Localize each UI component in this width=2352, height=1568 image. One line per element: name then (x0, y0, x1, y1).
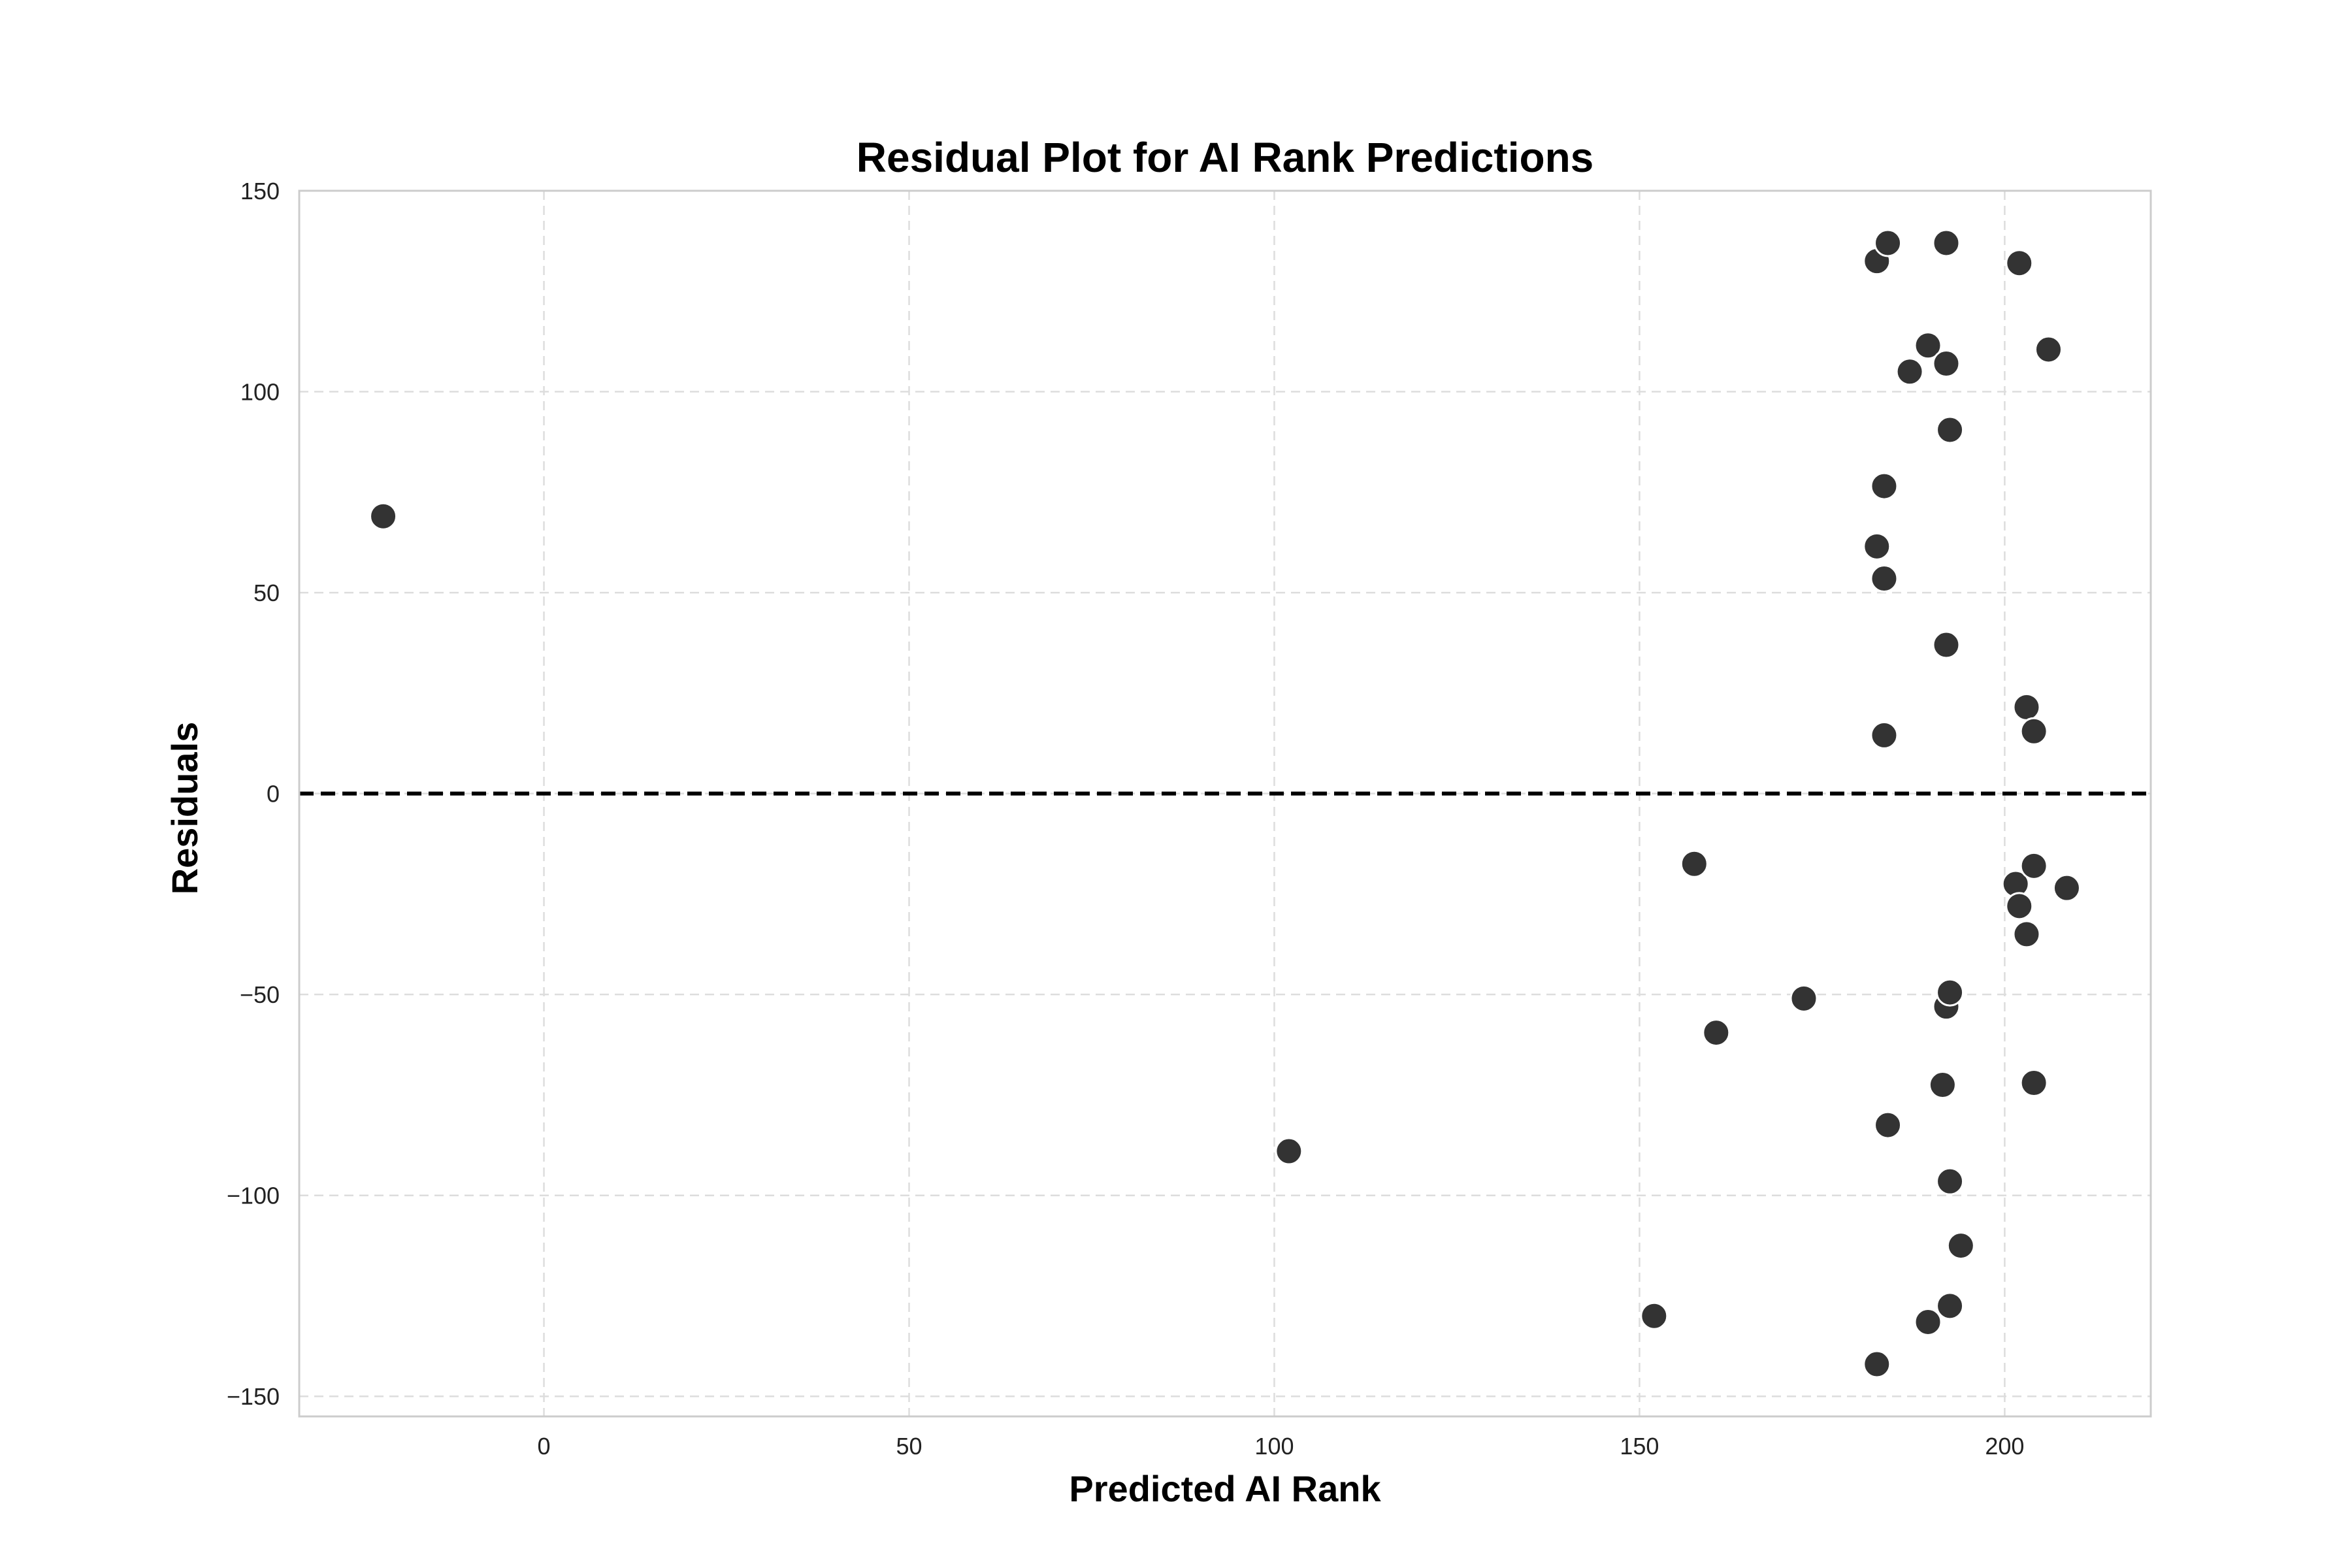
scatter-point (1640, 1301, 1669, 1330)
y-tick-label: −100 (227, 1183, 280, 1209)
scatter-point (1789, 984, 1818, 1013)
x-tick-label: 150 (1620, 1433, 1659, 1460)
scatter-point (2019, 717, 2048, 745)
scatter-point (2005, 249, 2034, 278)
y-tick-label: 150 (240, 178, 280, 204)
x-axis-title: Predicted AI Rank (1069, 1468, 1381, 1509)
y-tick-label: 50 (253, 580, 280, 606)
scatter-point (2005, 892, 2034, 921)
scatter-point (2012, 693, 2041, 721)
scatter-point (1936, 978, 1965, 1007)
y-axis-title: Residuals (164, 722, 205, 895)
scatter-point (1702, 1019, 1731, 1047)
scatter-point (1932, 229, 1961, 257)
scatter-point (1936, 1292, 1965, 1320)
scatter-point (1946, 1232, 1975, 1260)
chart-title: Residual Plot for AI Rank Predictions (857, 134, 1594, 181)
x-tick-label: 50 (896, 1433, 922, 1460)
scatter-point (1680, 849, 1708, 878)
scatter-point (1874, 229, 1903, 257)
scatter-point (1870, 472, 1899, 500)
plot-area-frame (298, 189, 2152, 1418)
scatter-point (1936, 1167, 1965, 1196)
y-tick-label: −50 (240, 981, 280, 1008)
scatter-point (1932, 630, 1961, 659)
scatter-point (1870, 564, 1899, 593)
scatter-point (1914, 1307, 1942, 1336)
scatter-point (369, 502, 398, 531)
scatter-point (1932, 349, 1961, 378)
scatter-point (1914, 331, 1942, 360)
scatter-point (2019, 851, 2048, 880)
x-tick-labels: 0 50 100 150 200 (537, 1433, 2024, 1460)
scatter-point (1928, 1071, 1957, 1100)
scatter-point (2012, 920, 2041, 949)
scatter-point (1870, 721, 1899, 749)
scatter-point (2019, 1068, 2048, 1097)
scatter-point (1863, 1350, 1891, 1379)
x-tick-label: 200 (1985, 1433, 2024, 1460)
scatter-point (2034, 335, 2063, 364)
y-tick-label: 0 (267, 781, 280, 808)
y-tick-labels: −150 −100 −50 0 50 100 150 (227, 178, 280, 1410)
x-tick-label: 0 (537, 1433, 550, 1460)
scatter-point (2052, 874, 2081, 902)
x-tick-label: 100 (1254, 1433, 1294, 1460)
scatter-point (1936, 416, 1965, 444)
scatter-point (1863, 532, 1891, 561)
data-points (369, 229, 2081, 1379)
scatter-point (1895, 357, 1924, 386)
scatter-point (1275, 1137, 1303, 1166)
scatter-point (1874, 1111, 1903, 1139)
y-tick-label: 100 (240, 379, 280, 406)
y-tick-label: −150 (227, 1383, 280, 1410)
